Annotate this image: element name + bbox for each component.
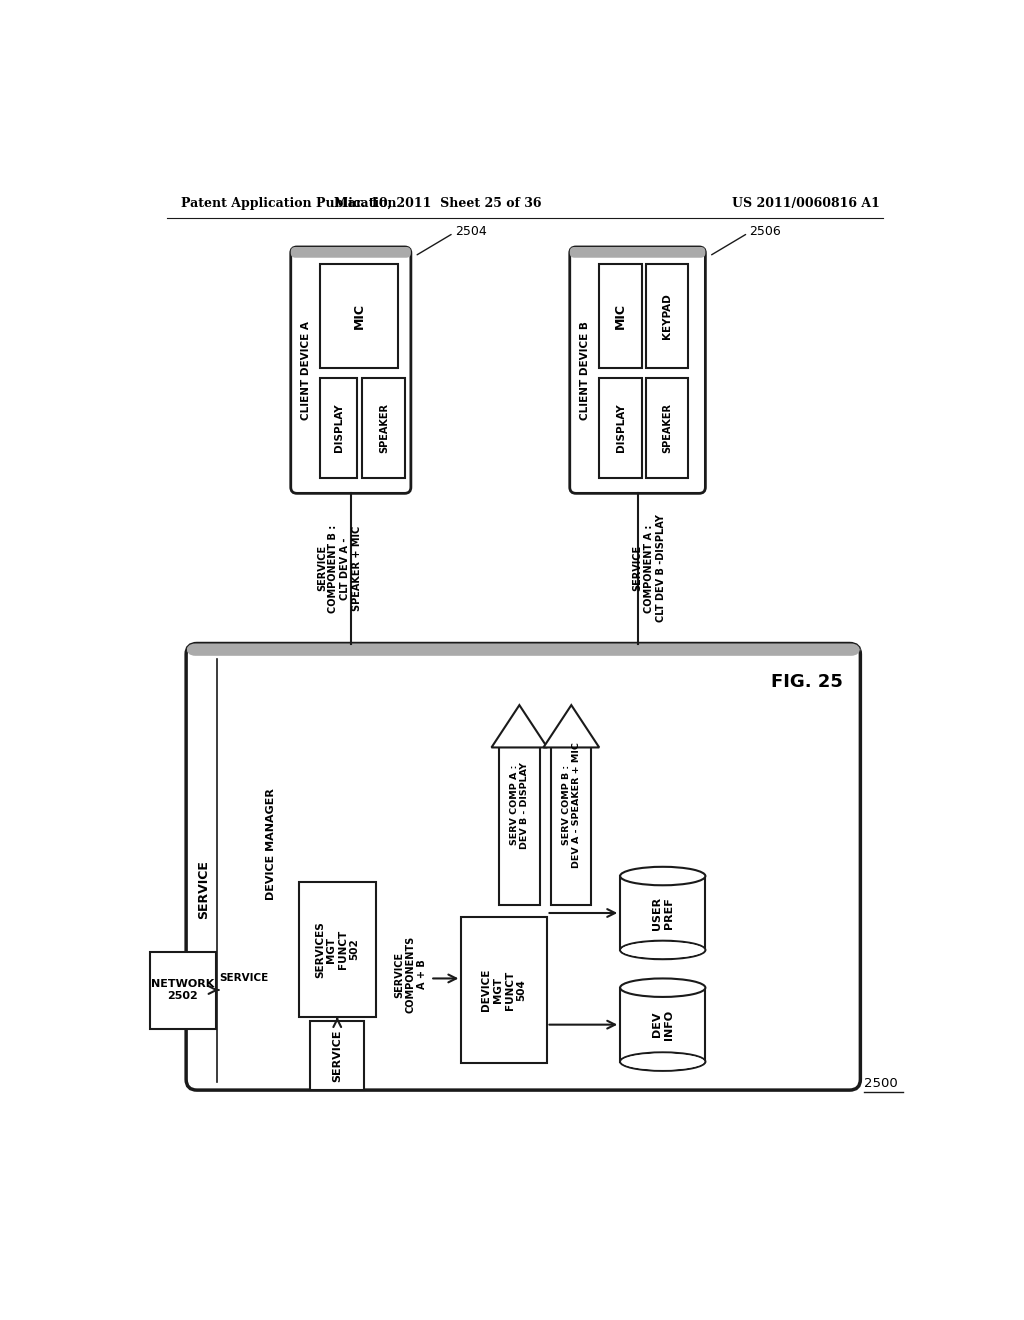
Ellipse shape bbox=[622, 942, 705, 958]
Bar bbox=[310, 1020, 365, 1090]
Text: USER
PREF: USER PREF bbox=[652, 896, 674, 929]
Text: DEVICE
MGT
FUNCT
504: DEVICE MGT FUNCT 504 bbox=[481, 969, 526, 1011]
Text: Patent Application Publication: Patent Application Publication bbox=[180, 197, 396, 210]
Text: Mar. 10, 2011  Sheet 25 of 36: Mar. 10, 2011 Sheet 25 of 36 bbox=[334, 197, 542, 210]
FancyBboxPatch shape bbox=[291, 247, 411, 494]
Bar bbox=[362, 378, 406, 478]
Bar bbox=[551, 747, 592, 906]
Text: CLIENT DEVICE B: CLIENT DEVICE B bbox=[581, 321, 590, 420]
Text: MIC: MIC bbox=[352, 302, 366, 329]
Polygon shape bbox=[492, 705, 547, 747]
Text: SERV COMP B :
DEV A - SPEAKER + MIC: SERV COMP B : DEV A - SPEAKER + MIC bbox=[561, 742, 581, 869]
Text: 2504: 2504 bbox=[455, 224, 486, 238]
FancyBboxPatch shape bbox=[291, 247, 411, 257]
Bar bbox=[621, 987, 706, 1061]
Ellipse shape bbox=[621, 941, 706, 960]
FancyBboxPatch shape bbox=[569, 247, 706, 257]
Bar bbox=[321, 378, 357, 478]
Text: SERVICE: SERVICE bbox=[219, 973, 268, 983]
Ellipse shape bbox=[621, 978, 706, 997]
FancyBboxPatch shape bbox=[186, 644, 860, 656]
Text: DISPLAY: DISPLAY bbox=[334, 404, 344, 453]
Ellipse shape bbox=[621, 1052, 706, 1071]
Bar bbox=[646, 378, 688, 478]
Polygon shape bbox=[544, 705, 599, 747]
Ellipse shape bbox=[621, 867, 706, 886]
Bar bbox=[321, 264, 397, 368]
Text: SPEAKER: SPEAKER bbox=[379, 403, 389, 453]
Text: DEVICE MANAGER: DEVICE MANAGER bbox=[266, 788, 276, 900]
Text: SERVICE: SERVICE bbox=[332, 1030, 342, 1081]
Text: SPEAKER: SPEAKER bbox=[662, 403, 672, 453]
Bar bbox=[299, 882, 376, 1016]
Bar bbox=[500, 747, 540, 906]
Bar bbox=[621, 876, 706, 950]
Ellipse shape bbox=[622, 1053, 705, 1069]
Text: US 2011/0060816 A1: US 2011/0060816 A1 bbox=[732, 197, 881, 210]
Text: SERVICE
COMPONENTS
A + B: SERVICE COMPONENTS A + B bbox=[394, 936, 427, 1014]
Bar bbox=[599, 264, 642, 368]
Bar bbox=[150, 952, 216, 1028]
Bar bbox=[646, 264, 688, 368]
Text: SERVICE: SERVICE bbox=[197, 861, 210, 919]
Bar bbox=[461, 917, 547, 1063]
FancyBboxPatch shape bbox=[569, 247, 706, 494]
Text: NETWORK
2502: NETWORK 2502 bbox=[151, 979, 214, 1001]
Text: 2500: 2500 bbox=[864, 1077, 898, 1090]
FancyBboxPatch shape bbox=[186, 644, 860, 1090]
Text: SERVICE
COMPONENT A :
CLT DEV B -DISPLAY: SERVICE COMPONENT A : CLT DEV B -DISPLAY bbox=[633, 515, 666, 622]
Text: SERV COMP A :
DEV B - DISPLAY: SERV COMP A : DEV B - DISPLAY bbox=[510, 762, 529, 849]
Text: DISPLAY: DISPLAY bbox=[615, 404, 626, 453]
Text: CLIENT DEVICE A: CLIENT DEVICE A bbox=[301, 321, 311, 420]
Text: DEV
INFO: DEV INFO bbox=[652, 1010, 674, 1040]
Text: SERVICE
COMPONENT B :
CLT DEV A -
SPEAKER + MIC: SERVICE COMPONENT B : CLT DEV A - SPEAKE… bbox=[316, 524, 361, 612]
Text: 2506: 2506 bbox=[750, 224, 781, 238]
Text: KEYPAD: KEYPAD bbox=[662, 293, 672, 339]
Text: SERVICES
MGT
FUNCT
502: SERVICES MGT FUNCT 502 bbox=[314, 921, 359, 978]
Text: FIG. 25: FIG. 25 bbox=[771, 673, 843, 690]
Bar bbox=[599, 378, 642, 478]
Text: MIC: MIC bbox=[614, 302, 627, 329]
